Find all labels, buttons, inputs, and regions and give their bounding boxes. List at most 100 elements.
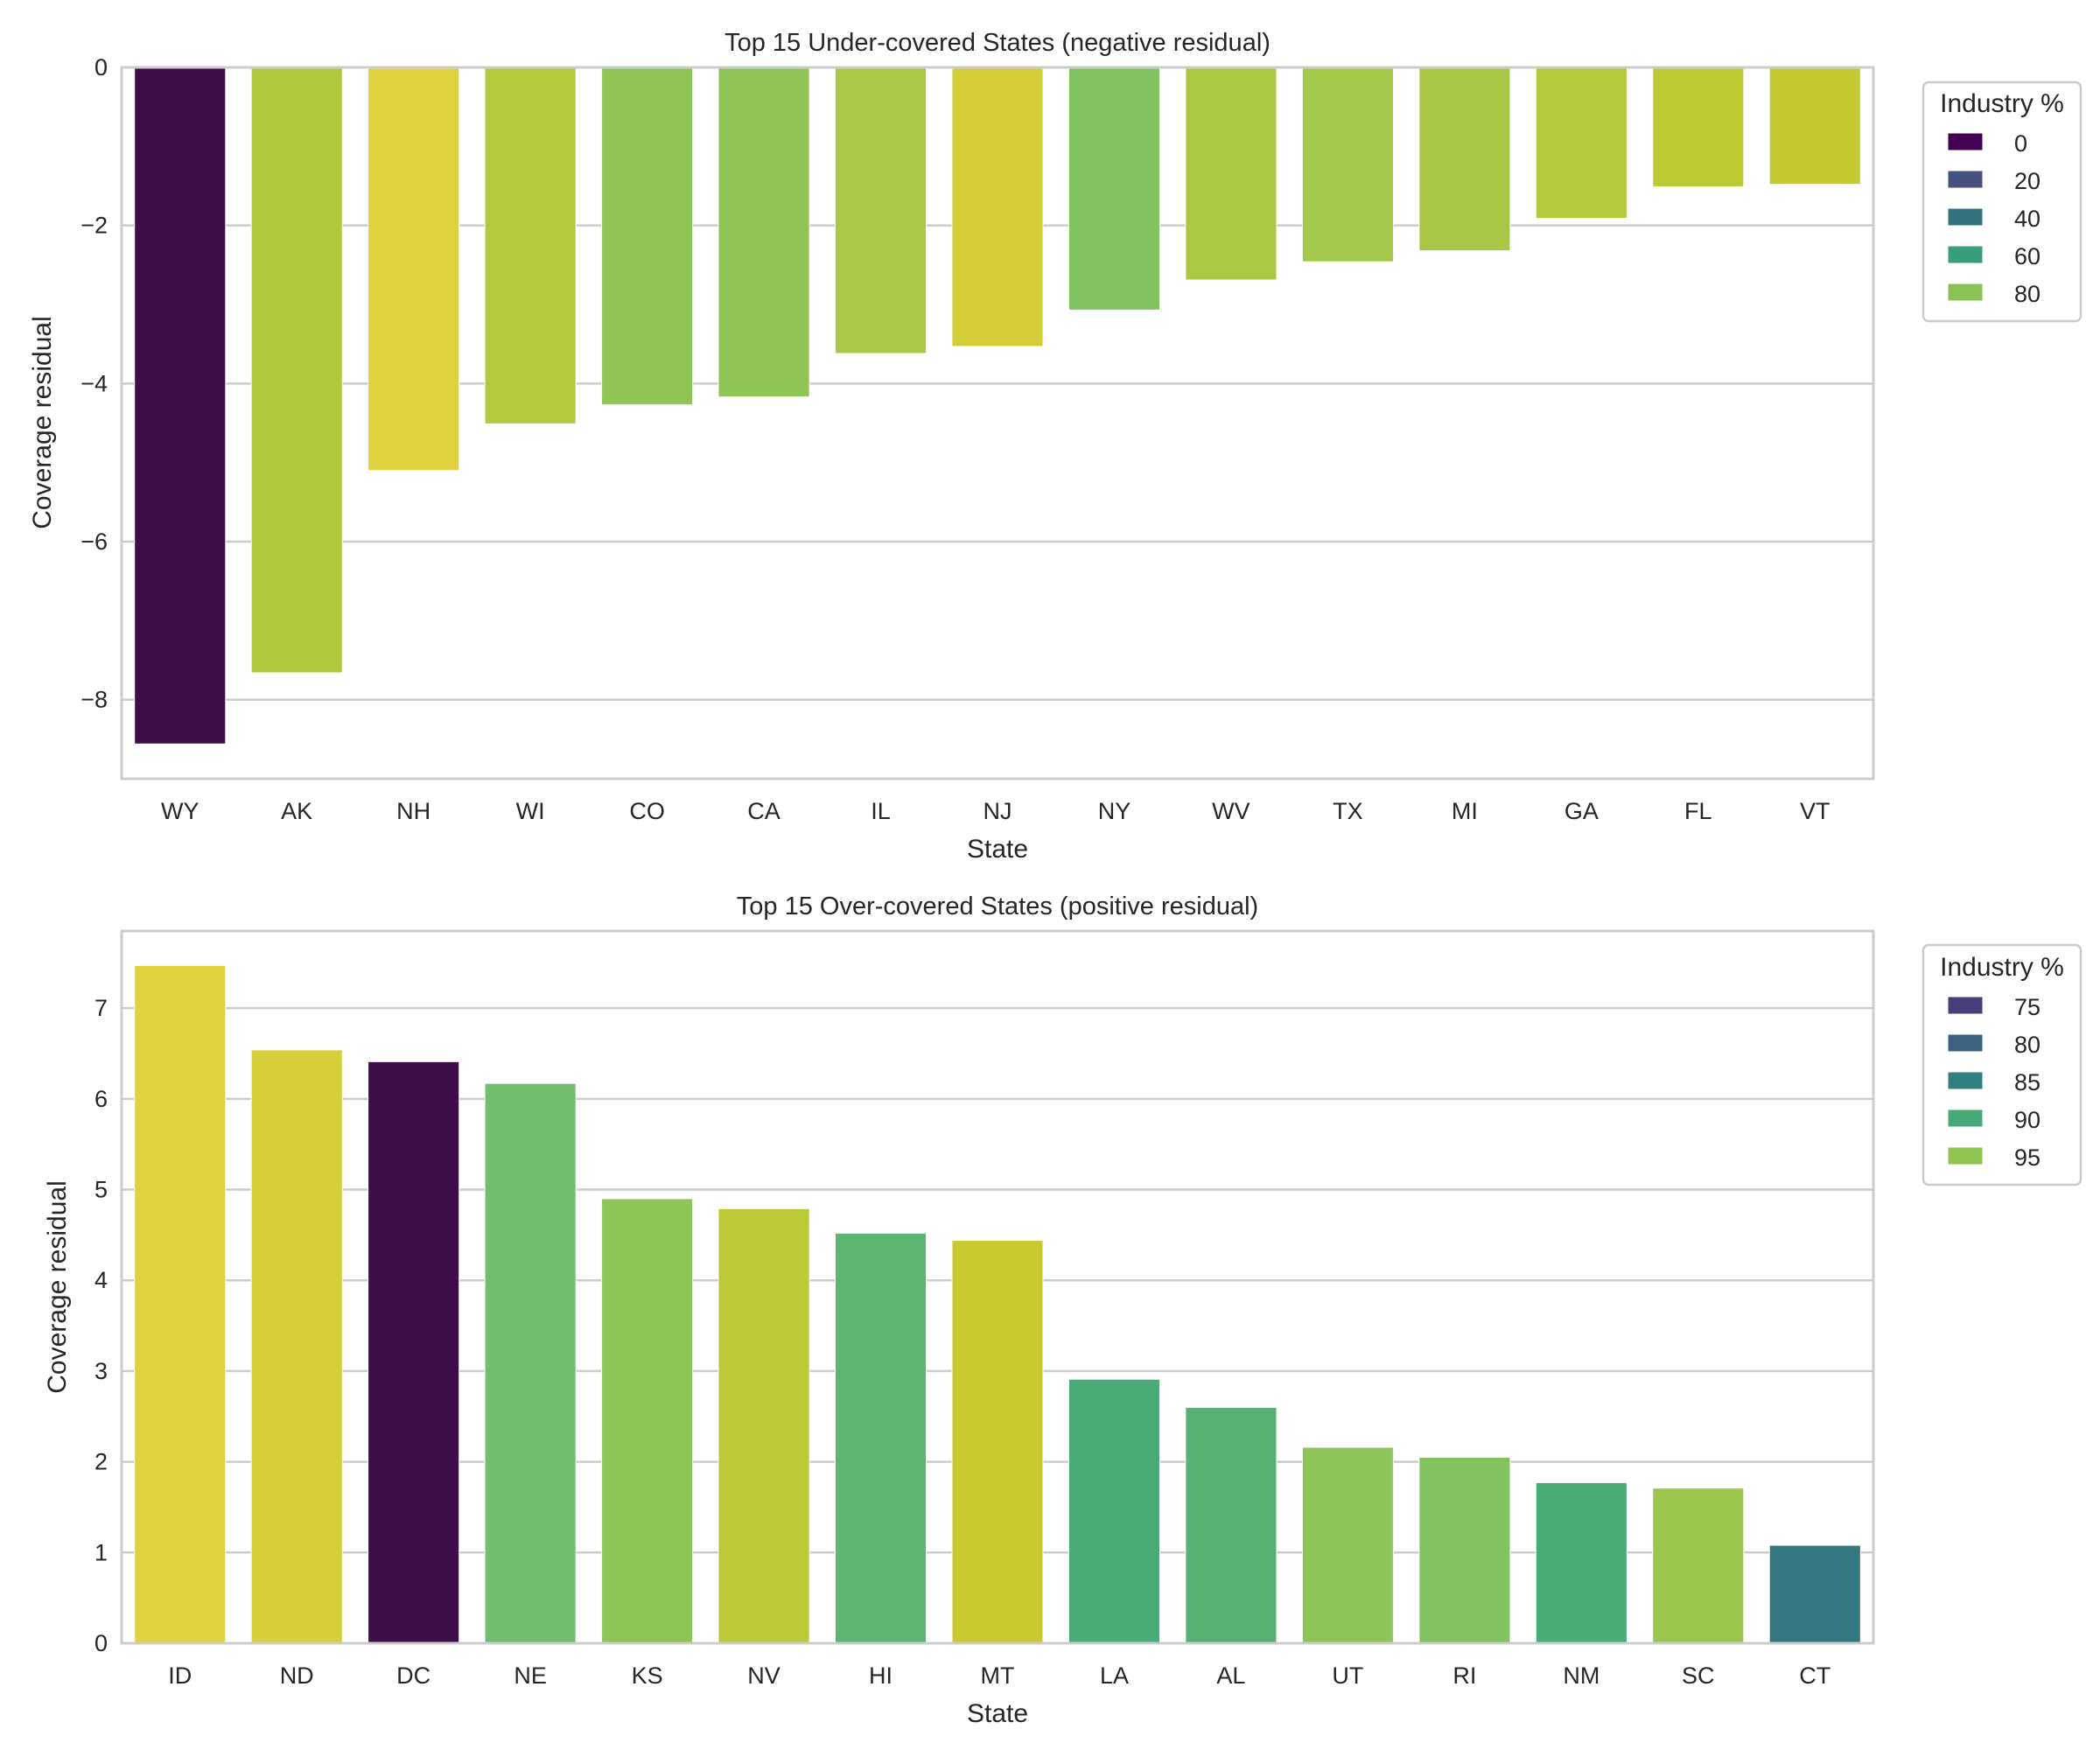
x-tick-label: LA (1100, 1662, 1129, 1689)
legend-title: Industry % (1940, 89, 2064, 118)
chart-title: Top 15 Under-covered States (negative re… (724, 29, 1270, 57)
bar-wi (484, 66, 577, 424)
legend: Industry % 75 80 85 90 95 (1922, 943, 2082, 1186)
x-tick-label: GA (1564, 798, 1599, 824)
y-tick-label: 2 (94, 1449, 108, 1475)
x-tick-label: AK (281, 798, 312, 824)
bar-mt (951, 1240, 1044, 1644)
legend-swatch (1947, 245, 1984, 264)
bar-wy (134, 66, 227, 745)
axes-frame (120, 929, 1875, 1645)
legend-swatch (1947, 1109, 1984, 1128)
x-tick-label: TX (1333, 798, 1363, 824)
legend-swatch (1947, 1146, 1984, 1166)
y-tick-label: 0 (94, 54, 108, 80)
legend-label: 80 (2014, 1032, 2040, 1058)
bar-nh (368, 66, 460, 472)
x-tick-label: DC (396, 1662, 430, 1689)
x-tick-label: NJ (984, 798, 1012, 824)
legend-swatch (1947, 132, 1984, 151)
legend-label: 85 (2014, 1069, 2040, 1096)
legend-title: Industry % (1940, 953, 2064, 982)
x-tick-label: NH (396, 798, 430, 824)
bar-wv (1185, 66, 1278, 281)
bar-ks (601, 1198, 694, 1644)
bar-il (834, 66, 928, 354)
x-axis-label: State (967, 835, 1028, 864)
legend-swatch (1947, 207, 1984, 227)
y-axis-label: Coverage residual (28, 316, 57, 528)
chart-title: Top 15 Over-covered States (positive res… (737, 892, 1258, 920)
x-tick-label: CT (1799, 1662, 1830, 1689)
panel-under-covered: Top 15 Under-covered States (negative re… (28, 29, 2082, 864)
y-tick-labels: 0 −2 −4 −6 −8 (80, 54, 108, 713)
bar-hi (834, 1232, 928, 1644)
x-tick-label: RI (1452, 1662, 1476, 1689)
bars (134, 66, 1861, 745)
legend-label: 80 (2014, 281, 2040, 307)
x-tick-labels: WY AK NH WI CO CA IL NJ NY WV TX MI GA FL VT (161, 798, 1830, 824)
y-tick-label: 1 (94, 1539, 108, 1565)
bar-fl (1652, 66, 1745, 187)
x-tick-label: CO (629, 798, 665, 824)
bar-ak (250, 66, 343, 674)
x-tick-label: AL (1216, 1662, 1245, 1689)
bar-id (134, 964, 227, 1644)
bar-al (1185, 1406, 1278, 1644)
bar-dc (368, 1060, 460, 1644)
legend-label: 95 (2014, 1144, 2040, 1171)
legend-label: 75 (2014, 994, 2040, 1020)
bar-sc (1652, 1488, 1745, 1644)
x-tick-label: CA (747, 798, 780, 824)
x-tick-label: KS (632, 1662, 663, 1689)
y-tick-labels: 0 1 2 3 4 5 6 7 (94, 995, 108, 1656)
x-tick-labels: ID ND DC NE KS NV HI MT LA AL UT RI NM SC CT (168, 1662, 1830, 1689)
x-tick-label: VT (1800, 798, 1830, 824)
legend: Industry % 0 20 40 60 80 (1922, 80, 2082, 323)
x-tick-label: MI (1452, 798, 1478, 824)
legend-label: 40 (2014, 206, 2040, 232)
x-tick-label: WI (516, 798, 545, 824)
legend-swatch (1947, 283, 1984, 302)
y-tick-label: −2 (80, 213, 108, 239)
bar-nj (951, 66, 1044, 347)
bar-ny (1068, 66, 1161, 311)
bar-ut (1301, 1446, 1394, 1644)
axes-frame (120, 66, 1875, 780)
bar-nd (250, 1049, 343, 1644)
x-tick-label: ND (280, 1662, 314, 1689)
legend-label: 90 (2014, 1107, 2040, 1133)
legend-label: 0 (2014, 130, 2027, 157)
bar-la (1068, 1378, 1161, 1644)
bar-nv (718, 1208, 810, 1644)
bars (134, 964, 1861, 1644)
bar-ca (718, 66, 810, 398)
x-tick-label: SC (1682, 1662, 1715, 1689)
legend-items: 0 20 40 60 80 (1947, 130, 2040, 307)
x-tick-label: IL (871, 798, 891, 824)
bar-tx (1301, 66, 1394, 262)
legend-label: 20 (2014, 168, 2040, 194)
x-tick-label: WV (1212, 798, 1250, 824)
legend-swatch (1947, 996, 1984, 1015)
bar-ct (1768, 1544, 1861, 1644)
bar-ne (484, 1082, 577, 1644)
legend-label: 60 (2014, 243, 2040, 270)
legend-swatch (1947, 1033, 1984, 1053)
legend-items: 75 80 85 90 95 (1947, 994, 2040, 1171)
x-tick-label: NY (1098, 798, 1131, 824)
y-tick-label: 6 (94, 1086, 108, 1112)
y-tick-label: −4 (80, 370, 108, 396)
x-tick-label: FL (1684, 798, 1712, 824)
y-tick-label: −8 (80, 687, 108, 713)
y-tick-label: 7 (94, 995, 108, 1021)
x-tick-label: UT (1332, 1662, 1363, 1689)
y-tick-label: 0 (94, 1630, 108, 1656)
bar-co (601, 66, 694, 406)
x-tick-label: NV (747, 1662, 780, 1689)
y-tick-label: 4 (94, 1267, 108, 1293)
y-tick-label: 3 (94, 1358, 108, 1384)
bar-vt (1768, 66, 1861, 186)
x-tick-label: HI (869, 1662, 892, 1689)
